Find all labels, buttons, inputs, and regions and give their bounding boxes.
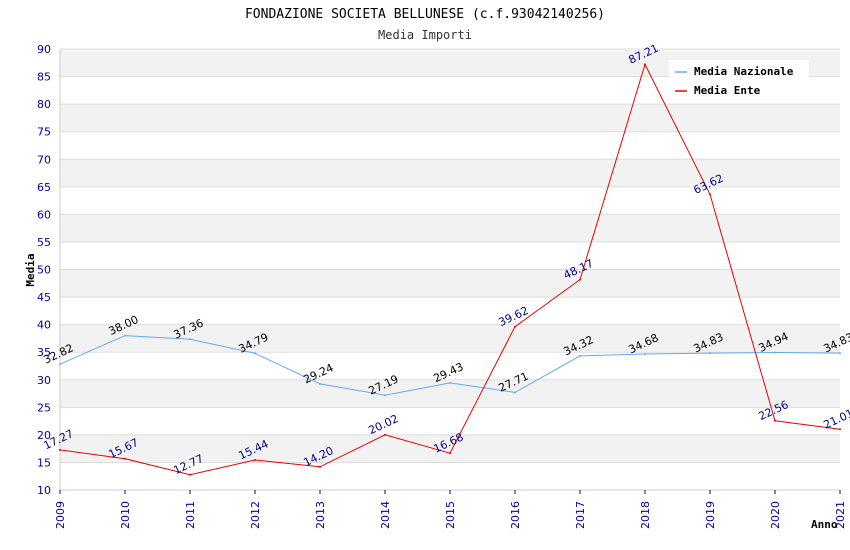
y-tick-label: 70	[37, 153, 51, 166]
y-tick-label: 75	[37, 126, 51, 139]
y-tick-label: 55	[37, 236, 51, 249]
grid-band	[60, 159, 840, 187]
x-tick-label: 2017	[574, 501, 587, 529]
y-tick-label: 10	[37, 484, 51, 497]
data-point	[774, 419, 776, 422]
grid-band	[60, 379, 840, 408]
x-tick-label: 2013	[314, 501, 327, 529]
y-tick-label: 30	[37, 374, 51, 387]
y-axis-title: Media	[24, 253, 37, 286]
legend-label: Media Nazionale	[694, 65, 794, 78]
data-point	[124, 457, 126, 460]
data-point	[449, 452, 451, 455]
y-tick-label: 65	[37, 181, 51, 194]
grid-bands	[60, 49, 840, 463]
legend-box	[669, 60, 809, 100]
x-tick-label: 2018	[639, 501, 652, 529]
data-point	[514, 325, 516, 328]
y-tick-label: 45	[37, 291, 51, 304]
x-tick-label: 2010	[119, 501, 132, 529]
series-lines	[59, 63, 841, 476]
data-point	[189, 338, 191, 341]
data-point	[644, 352, 646, 355]
grid-band	[60, 104, 840, 132]
data-point	[579, 354, 581, 357]
data-point	[709, 352, 711, 355]
data-point	[254, 459, 256, 462]
chart-title: FONDAZIONE SOCIETA BELLUNESE (c.f.930421…	[245, 7, 605, 22]
x-tick-label: 2009	[54, 501, 67, 529]
x-tick-label: 2019	[704, 501, 717, 529]
data-point	[709, 193, 711, 196]
x-axis-title: Anno	[811, 518, 838, 531]
data-point	[189, 473, 191, 476]
chart-subtitle: Media Importi	[378, 28, 472, 42]
data-label: 21.01	[821, 407, 850, 432]
data-point	[124, 334, 126, 337]
x-tick-label: 2012	[249, 501, 262, 529]
data-point	[514, 391, 516, 394]
legend-label: Media Ente	[694, 84, 761, 97]
data-point	[449, 381, 451, 384]
y-tick-label: 90	[37, 43, 51, 56]
y-tick-label: 25	[37, 401, 51, 414]
grid-band	[60, 269, 840, 298]
y-tick-label: 80	[37, 98, 51, 111]
data-point	[319, 382, 321, 385]
grid-band	[60, 434, 840, 463]
x-tick-labels: 2009 2010 2011 2012 2013 2014 2015 2016 2017 2018…	[54, 490, 847, 529]
data-point	[59, 363, 61, 366]
x-tick-label: 2011	[184, 501, 197, 529]
y-tick-label: 85	[37, 71, 51, 84]
x-tick-label: 2020	[769, 501, 782, 529]
x-tick-label: 2021	[834, 501, 847, 529]
grid-band	[60, 214, 840, 242]
legend: Media Nazionale Media Ente	[669, 60, 809, 100]
data-point	[579, 278, 581, 281]
x-tick-label: 2016	[509, 501, 522, 529]
data-point	[839, 352, 841, 355]
data-point	[319, 465, 321, 468]
data-point	[384, 394, 386, 397]
data-point	[384, 433, 386, 436]
x-tick-label: 2015	[444, 501, 457, 529]
data-point	[774, 351, 776, 354]
y-tick-label: 60	[37, 208, 51, 221]
grid-lines	[60, 48, 840, 491]
data-point	[644, 63, 646, 66]
x-tick-label: 2014	[379, 501, 392, 529]
data-label: 20.02	[366, 412, 400, 437]
data-point	[59, 448, 61, 451]
y-tick-label: 35	[37, 346, 51, 359]
data-point	[839, 428, 841, 431]
y-tick-label: 50	[37, 264, 51, 277]
y-tick-labels: 10 15 20 25 30 35 40 45 50 55 60 65 70 75 80 85 90	[37, 43, 51, 497]
data-point	[254, 352, 256, 355]
y-tick-label: 20	[37, 429, 51, 442]
y-tick-label: 40	[37, 319, 51, 332]
y-tick-label: 15	[37, 456, 51, 469]
